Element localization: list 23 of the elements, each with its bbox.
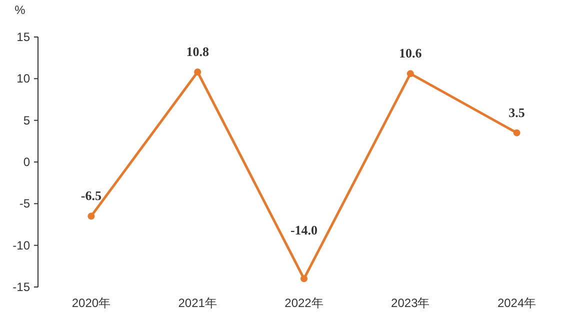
y-tick-label: -15	[12, 280, 30, 294]
y-tick-label: 15	[16, 30, 30, 44]
y-tick-label: -5	[19, 196, 30, 211]
x-tick-label: 2022年	[284, 296, 324, 310]
data-label: 3.5	[508, 104, 526, 120]
point	[406, 70, 414, 78]
x-tick-label: 2020年	[72, 296, 111, 310]
x-tick-label: 2023年	[391, 296, 430, 310]
point	[194, 68, 202, 76]
y-axis-title: %	[14, 3, 26, 17]
data-label: -14.0	[290, 222, 318, 238]
data-label: -6.5	[80, 188, 102, 204]
data-label: 10.8	[186, 44, 210, 59]
x-tick-label: 2021年	[178, 296, 217, 310]
y-tick-label: 10	[16, 72, 30, 86]
data-label: 10.6	[399, 46, 422, 61]
point	[88, 212, 95, 220]
y-tick-label: 0	[23, 155, 30, 169]
x-tick-label: 2024年	[497, 296, 536, 310]
point	[300, 275, 308, 282]
point	[513, 129, 520, 136]
y-tick-label: -10	[12, 238, 30, 252]
y-tick-label: 5	[23, 113, 30, 128]
